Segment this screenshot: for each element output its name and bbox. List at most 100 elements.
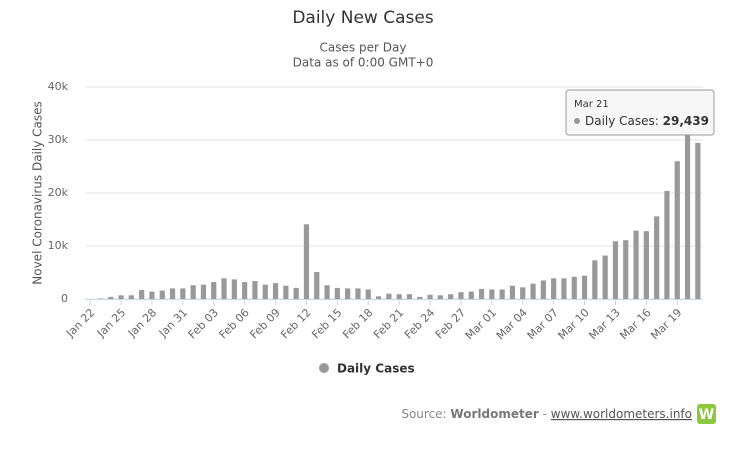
source-name: Worldometer [450, 407, 538, 421]
legend[interactable]: Daily Cases [319, 362, 415, 376]
bar [664, 190, 670, 299]
bar [139, 289, 145, 299]
source: Source: Worldometer - www.worldometers.i… [401, 407, 692, 421]
bar [478, 288, 485, 299]
bar [551, 278, 557, 299]
bar [561, 278, 567, 299]
bar [489, 289, 495, 299]
tooltip: Mar 21 Daily Cases: 29,439 [565, 89, 715, 136]
logo [697, 404, 716, 424]
bar [509, 285, 516, 299]
bar [633, 230, 639, 299]
y-axis-title: Novel Coronavirus Daily Cases [31, 101, 45, 284]
bar [118, 295, 124, 299]
bar [695, 142, 701, 299]
bar [684, 134, 691, 299]
bar [468, 291, 474, 299]
bar [314, 271, 320, 299]
x-tick-label: Feb 06 [217, 306, 252, 341]
chart-subtitle: Data as of 0:00 GMT+0 [293, 56, 434, 70]
y-tick-label: 30k [48, 133, 69, 146]
bar [448, 294, 454, 299]
bar [602, 255, 608, 299]
x-tick-label: Feb 12 [278, 306, 313, 341]
x-tick-label: Mar 16 [617, 306, 653, 342]
bar [190, 285, 196, 299]
x-tick-label: Feb 15 [309, 306, 344, 341]
bar [169, 288, 176, 299]
bar [365, 289, 371, 299]
tooltip-category: Mar 21 [574, 99, 609, 110]
source-link[interactable]: www.worldometers.info [551, 407, 692, 421]
bar [345, 288, 351, 299]
bar [654, 216, 660, 299]
bar [334, 287, 340, 299]
source-prefix: Source: [401, 407, 446, 421]
chart-title: Daily New Cases [292, 8, 434, 28]
bar [128, 295, 134, 299]
y-tick-label: 0 [61, 292, 68, 305]
bar [612, 241, 619, 299]
bar [458, 292, 464, 299]
x-tick-label: Mar 04 [494, 306, 530, 342]
x-tick-label: Mar 19 [648, 306, 684, 342]
x-tick-label: Mar 07 [525, 306, 561, 342]
bar [592, 260, 598, 299]
bar [231, 279, 237, 299]
y-tick-label: 20k [48, 186, 69, 199]
bar [149, 291, 155, 299]
x-tick-label: Jan 28 [125, 306, 159, 340]
bar [293, 287, 299, 299]
bar [180, 288, 186, 299]
bar [108, 296, 114, 299]
bar [221, 278, 227, 299]
y-tick-label: 10k [48, 239, 69, 252]
x-tick-label: Feb 09 [247, 306, 282, 341]
bar [499, 289, 505, 299]
bar [252, 280, 258, 299]
x-tick-label: Feb 21 [371, 306, 406, 341]
x-tick-label: Feb 18 [340, 306, 375, 341]
legend-label[interactable]: Daily Cases [337, 362, 415, 376]
tooltip-text: Daily Cases: 29,439 [585, 114, 709, 128]
tooltip-box [565, 89, 715, 136]
bar [355, 288, 361, 299]
logo-letter: W [699, 407, 714, 423]
bar [262, 284, 268, 299]
bar [303, 224, 310, 299]
bar [272, 283, 279, 299]
y-tick-label: 40k [48, 80, 69, 93]
bar [283, 285, 289, 299]
bar [530, 283, 536, 299]
bar [406, 294, 413, 299]
bar [427, 294, 433, 299]
bar [623, 240, 629, 299]
bar [571, 276, 577, 299]
bar [417, 296, 423, 299]
bar [242, 282, 248, 299]
bar [643, 231, 649, 299]
bar [375, 296, 382, 299]
bar [581, 275, 588, 299]
x-tick-label: Jan 22 [63, 306, 97, 340]
x-tick-label: Jan 31 [156, 306, 190, 340]
bar [97, 298, 104, 299]
source-separator: - [543, 407, 547, 421]
x-tick-label: Jan 25 [94, 306, 128, 340]
x-tick-label: Mar 13 [586, 306, 622, 342]
bar [396, 294, 402, 299]
tooltip-value: 29,439 [663, 114, 709, 128]
bar [520, 287, 526, 299]
tooltip-label: Daily Cases: [585, 114, 659, 128]
chart-subtitle: Cases per Day [320, 41, 407, 55]
bar [211, 282, 217, 299]
legend-marker [319, 363, 329, 373]
bar [386, 293, 392, 299]
bar [540, 280, 546, 299]
bar [159, 290, 165, 299]
x-tick-label: Feb 27 [433, 306, 468, 341]
bar [674, 161, 680, 299]
bar [437, 295, 443, 299]
tooltip-marker [574, 118, 580, 124]
